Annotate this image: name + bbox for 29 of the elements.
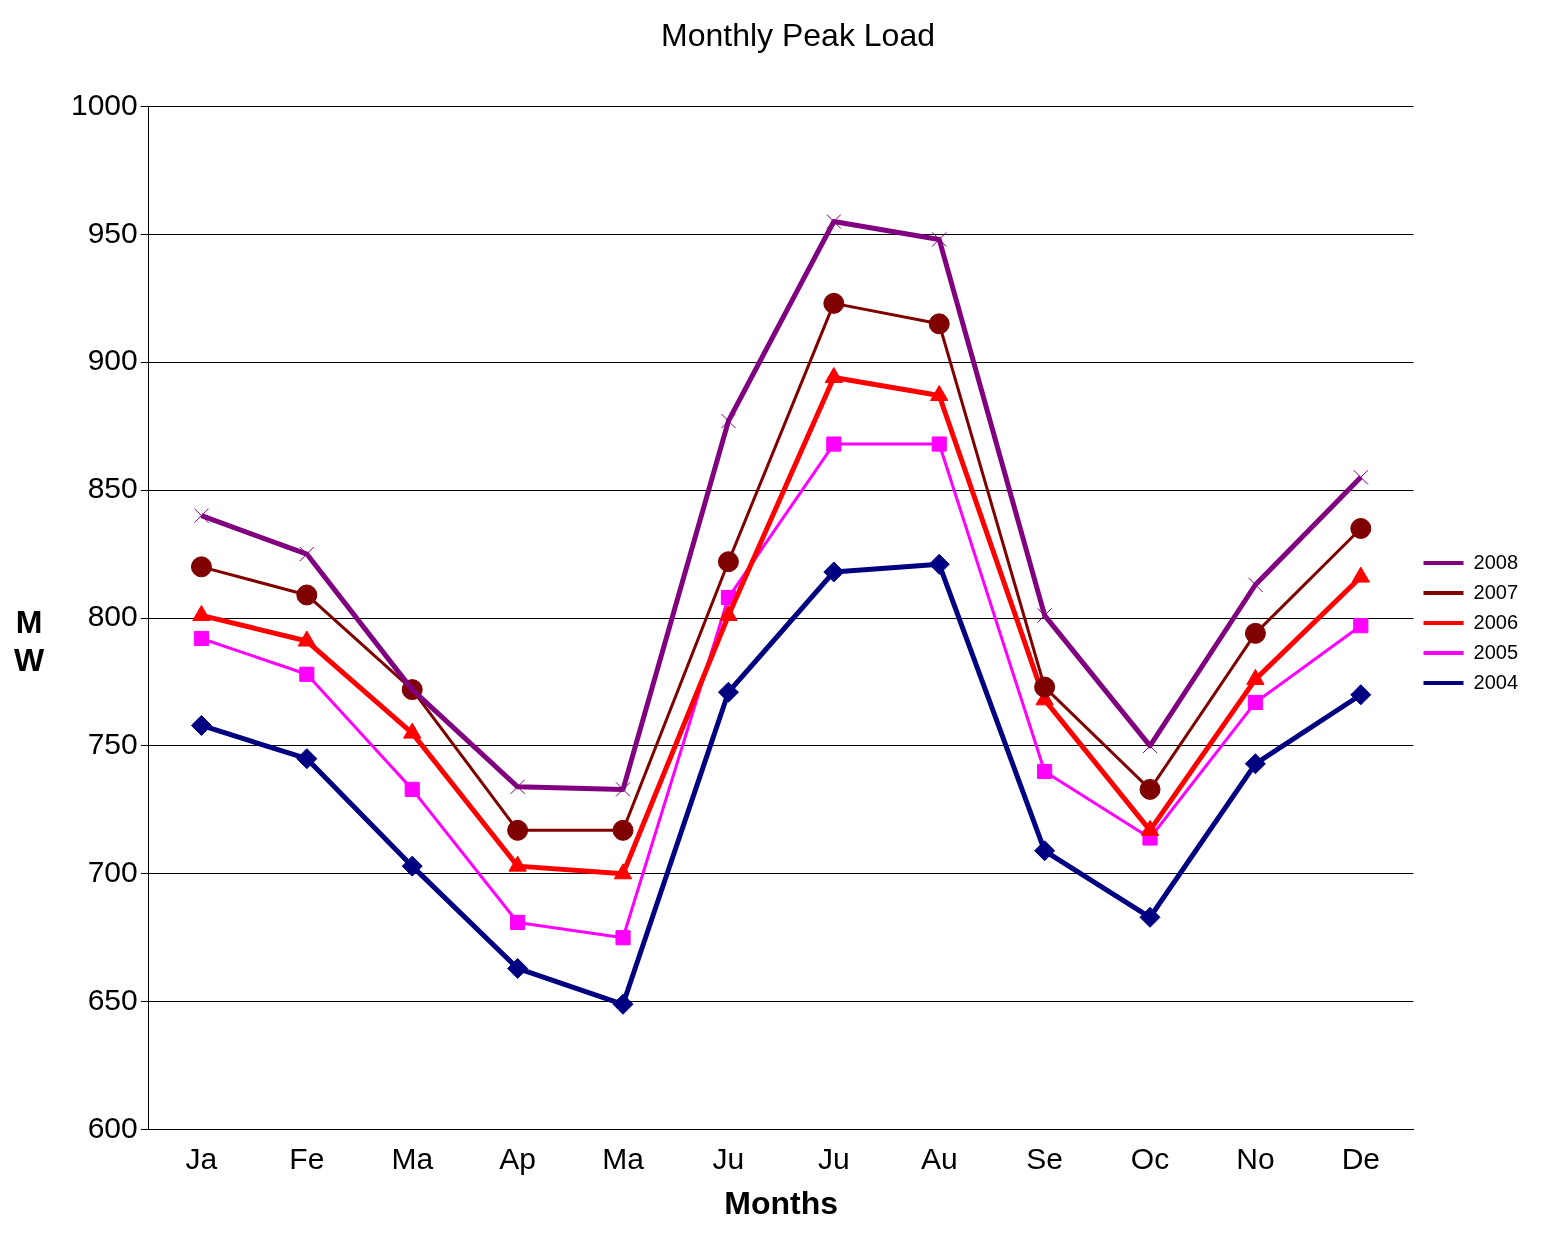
chart-title: Monthly Peak Load xyxy=(661,17,935,54)
x-tick-label: Oc xyxy=(1130,1141,1170,1175)
x-tick-label: De xyxy=(1341,1141,1380,1175)
x-tick-label: Au xyxy=(920,1141,958,1175)
y-tick-label: 650 xyxy=(87,982,138,1016)
legend-label: 2008 xyxy=(1473,550,1519,573)
y-tick-label: 700 xyxy=(87,855,138,889)
legend-label: 2007 xyxy=(1473,580,1519,603)
legend-label: 2005 xyxy=(1473,640,1519,663)
y-tick-label: 850 xyxy=(87,471,138,505)
y-tick-label: 750 xyxy=(87,727,138,761)
x-tick-label: Ju xyxy=(712,1141,745,1175)
y-tick-label: 600 xyxy=(87,1110,138,1144)
x-tick-label: Ap xyxy=(499,1141,536,1175)
x-tick-label: Ma xyxy=(602,1141,645,1175)
y-tick-label: 900 xyxy=(87,343,138,377)
x-tick-label: No xyxy=(1236,1141,1275,1175)
x-tick-label: Fe xyxy=(289,1141,325,1175)
x-tick-label: Ja xyxy=(185,1141,218,1175)
x-tick-label: Ju xyxy=(817,1141,850,1175)
y-tick-label: 950 xyxy=(87,215,138,249)
legend-label: 2004 xyxy=(1473,670,1519,693)
legend-label: 2006 xyxy=(1473,610,1519,633)
x-tick-label: Ma xyxy=(391,1141,434,1175)
y-axis-title: MW xyxy=(12,603,46,679)
x-axis-title: Months xyxy=(724,1184,838,1221)
x-tick-label: Se xyxy=(1026,1141,1063,1175)
y-tick-label: 800 xyxy=(87,599,138,633)
y-tick-label: 1000 xyxy=(70,87,138,121)
